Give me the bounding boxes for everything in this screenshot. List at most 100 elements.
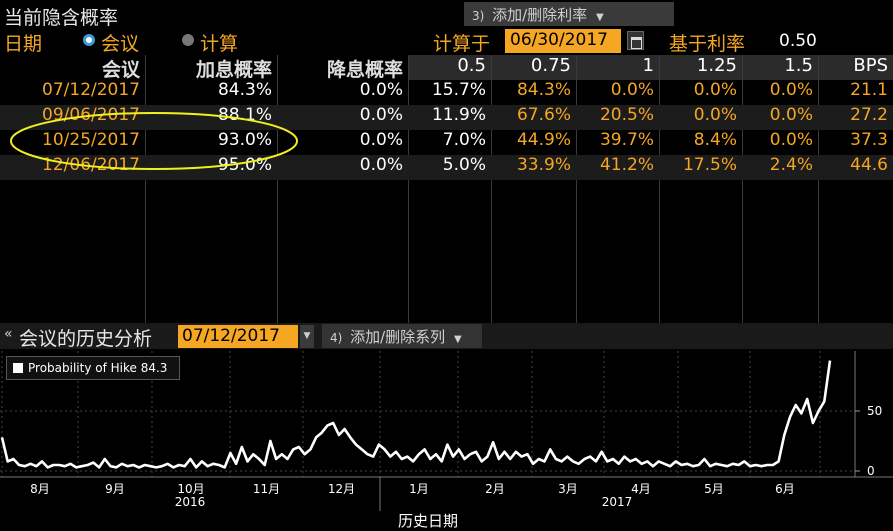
x-tick-label: 9月 (105, 482, 125, 496)
table-row[interactable]: 12/06/2017 95.0% 0.0% 5.0% 33.9% 41.2% 1… (0, 155, 893, 180)
cell-rate-125: 17.5% (682, 155, 737, 175)
header-rate-050[interactable]: 0.5 (409, 55, 491, 80)
column-divider (408, 55, 409, 323)
cell-rate-150: 0.0% (769, 130, 813, 150)
add-remove-rates-button[interactable]: 3) 添加/删除利率 ▼ (464, 2, 674, 26)
base-rate-label: 基于利率 (669, 33, 746, 55)
radio-calc-label[interactable]: 计算 (200, 33, 239, 55)
table-header: 会议 加息概率 降息概率 0.5 0.75 1 1.25 1.5 BPS (0, 55, 893, 81)
cell-meeting-date: 12/06/2017 (42, 155, 140, 175)
x-tick-label: 3月 (558, 482, 578, 496)
y-tick-label: 50 (867, 404, 882, 418)
history-chart: 0 50 8月 9月 10月 11月 12月 1月 2月 3月 4月 5月 6月 2016 2017 历史日期… (0, 349, 893, 531)
header-rate-075[interactable]: 0.75 (492, 55, 576, 80)
double-chevron-icon[interactable]: « (4, 326, 13, 342)
table-row[interactable]: 10/25/2017 93.0% 0.0% 7.0% 44.9% 39.7% 8… (0, 130, 893, 155)
cell-bps: 37.3 (850, 130, 888, 150)
x-tick-label: 11月 (253, 482, 280, 496)
cell-cut-prob: 0.0% (359, 80, 403, 100)
cell-bps: 44.6 (850, 155, 888, 175)
x-tick-label: 5月 (704, 482, 724, 496)
radio-calc[interactable] (182, 34, 194, 46)
cell-meeting-date: 07/12/2017 (42, 80, 140, 100)
column-divider (742, 55, 743, 323)
cell-rate-150: 0.0% (769, 105, 813, 125)
highlight-ellipse (10, 112, 298, 170)
cell-bps: 21.1 (850, 80, 888, 100)
add-remove-series-label: 添加/删除系列 (350, 328, 446, 346)
cell-meeting-date: 10/25/2017 (42, 130, 140, 150)
cell-rate-100: 41.2% (599, 155, 654, 175)
caret-down-icon: ▼ (595, 12, 604, 23)
column-divider (576, 55, 577, 323)
table-row[interactable]: 09/06/2017 88.1% 0.0% 11.9% 67.6% 20.5% … (0, 105, 893, 130)
cell-rate-125: 0.0% (693, 105, 737, 125)
radio-meeting-label[interactable]: 会议 (101, 33, 140, 55)
legend-label: Probability of Hike 84.3 (28, 361, 168, 375)
x-tick-label: 4月 (631, 482, 651, 496)
chart-legend: Probability of Hike 84.3 (6, 356, 180, 380)
shortcut-number: 3) (472, 9, 485, 23)
cell-cut-prob: 0.0% (359, 155, 403, 175)
add-remove-series-button[interactable]: 4) 添加/删除系列 ▼ (322, 324, 482, 348)
column-divider (277, 55, 278, 323)
shortcut-number: 4) (330, 331, 343, 345)
header-cut-prob[interactable]: 降息概率 (326, 59, 403, 81)
cell-rate-050: 11.9% (431, 105, 486, 125)
x-axis-label: 历史日期 (398, 512, 458, 530)
calc-on-label: 计算于 (433, 33, 491, 55)
settings-row: 日期 会议 计算 计算于 06/30/2017 基于利率 0.50 (0, 27, 893, 55)
add-remove-rates-label: 添加/删除利率 (492, 6, 588, 24)
cell-rate-050: 15.7% (431, 80, 486, 100)
table-row[interactable]: 07/12/2017 84.3% 0.0% 15.7% 84.3% 0.0% 0… (0, 80, 893, 105)
cell-bps: 27.2 (850, 105, 888, 125)
caret-down-icon[interactable]: ▼ (300, 325, 314, 348)
cell-rate-150: 0.0% (769, 80, 813, 100)
caret-down-icon: ▼ (453, 334, 462, 345)
cell-hike-prob: 88.1% (217, 105, 272, 125)
header-rate-100[interactable]: 1 (577, 55, 659, 80)
header-bps[interactable]: BPS (819, 55, 893, 80)
column-divider (659, 55, 660, 323)
cell-rate-075: 84.3% (516, 80, 571, 100)
line-chart[interactable]: 0 50 8月 9月 10月 11月 12月 1月 2月 3月 4月 5月 6月 2016 2017 历史日期 (0, 349, 893, 531)
cell-rate-150: 2.4% (769, 155, 813, 175)
header-meeting[interactable]: 会议 (101, 59, 140, 81)
cell-hike-prob: 93.0% (217, 130, 272, 150)
cell-rate-050: 5.0% (442, 155, 486, 175)
legend-swatch (13, 363, 23, 373)
cell-rate-100: 0.0% (610, 80, 654, 100)
title-bar: 当前隐含概率 3) 添加/删除利率 ▼ (0, 0, 893, 29)
cell-rate-125: 0.0% (693, 80, 737, 100)
series-line (0, 360, 832, 469)
cell-cut-prob: 0.0% (359, 130, 403, 150)
year-label: 2016 (175, 495, 206, 509)
x-tick-label: 10月 (177, 482, 204, 496)
header-rate-125[interactable]: 1.25 (660, 55, 742, 80)
cell-rate-075: 67.6% (516, 105, 571, 125)
header-hike-prob[interactable]: 加息概率 (195, 59, 272, 81)
history-bar: « 会议的历史分析 07/12/2017 ▼ 4) 添加/删除系列 ▼ (0, 323, 893, 350)
probability-table: 会议 加息概率 降息概率 0.5 0.75 1 1.25 1.5 BPS 07/… (0, 55, 893, 323)
radio-meeting[interactable] (83, 34, 95, 46)
date-label: 日期 (4, 33, 43, 55)
y-tick-label: 0 (867, 464, 875, 478)
cell-rate-075: 44.9% (516, 130, 571, 150)
cell-rate-050: 7.0% (442, 130, 486, 150)
cell-rate-100: 20.5% (599, 105, 654, 125)
header-rate-150[interactable]: 1.5 (743, 55, 818, 80)
cell-rate-075: 33.9% (516, 155, 571, 175)
history-title: 会议的历史分析 (19, 328, 153, 350)
x-tick-label: 6月 (775, 482, 795, 496)
cell-cut-prob: 0.0% (359, 105, 403, 125)
cell-rate-125: 8.4% (693, 130, 737, 150)
calc-date-input[interactable]: 06/30/2017 (505, 29, 621, 53)
page-title: 当前隐含概率 (4, 7, 119, 29)
base-rate-value[interactable]: 0.50 (779, 31, 817, 51)
x-tick-label: 12月 (328, 482, 355, 496)
column-divider (818, 55, 819, 323)
x-tick-label: 1月 (409, 482, 429, 496)
column-divider (145, 55, 146, 323)
history-meeting-date-input[interactable]: 07/12/2017 (178, 325, 298, 348)
calendar-icon[interactable] (627, 31, 644, 50)
